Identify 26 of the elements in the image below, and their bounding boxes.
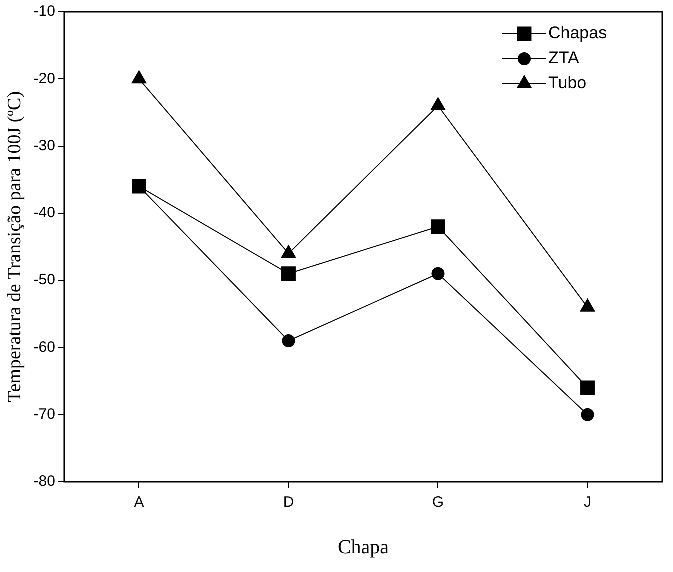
y-tick-label: -70 — [34, 406, 56, 423]
x-tick-label: D — [283, 494, 294, 512]
legend-label: Tubo — [548, 74, 587, 93]
point — [581, 408, 594, 422]
x-tick-label: J — [584, 494, 592, 512]
point — [132, 70, 147, 84]
x-tick-label: A — [134, 494, 144, 512]
point — [431, 220, 446, 234]
y-tick-label: -20 — [34, 70, 56, 88]
x-tick-label: G — [432, 494, 444, 512]
y-tick-label: -10 — [34, 3, 56, 20]
y-tick-label: -50 — [34, 272, 56, 289]
y-tick-label: -40 — [34, 204, 56, 222]
point — [430, 98, 446, 110]
legend-label: ZTA — [548, 48, 580, 68]
legend-label: Chapas — [548, 24, 608, 43]
point — [282, 334, 296, 348]
point — [432, 267, 445, 280]
point — [281, 245, 296, 258]
point — [282, 266, 296, 282]
y-tick-label: -80 — [34, 473, 56, 490]
x-axis-title: Chapa — [338, 536, 390, 558]
y-tick-label: -60 — [34, 338, 56, 356]
y-tick-label: -30 — [34, 137, 56, 154]
point — [580, 380, 595, 396]
y-axis-title: Temperatura de Transição para 100J (ºC) — [4, 91, 26, 403]
